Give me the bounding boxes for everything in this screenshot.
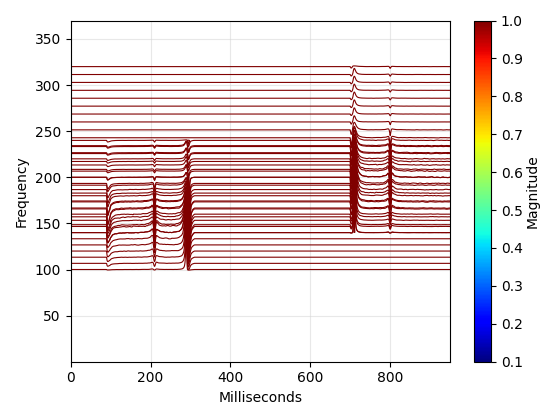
Y-axis label: Frequency: Frequency bbox=[15, 155, 29, 227]
X-axis label: Milliseconds: Milliseconds bbox=[218, 391, 302, 405]
Y-axis label: Magnitude: Magnitude bbox=[525, 154, 539, 228]
